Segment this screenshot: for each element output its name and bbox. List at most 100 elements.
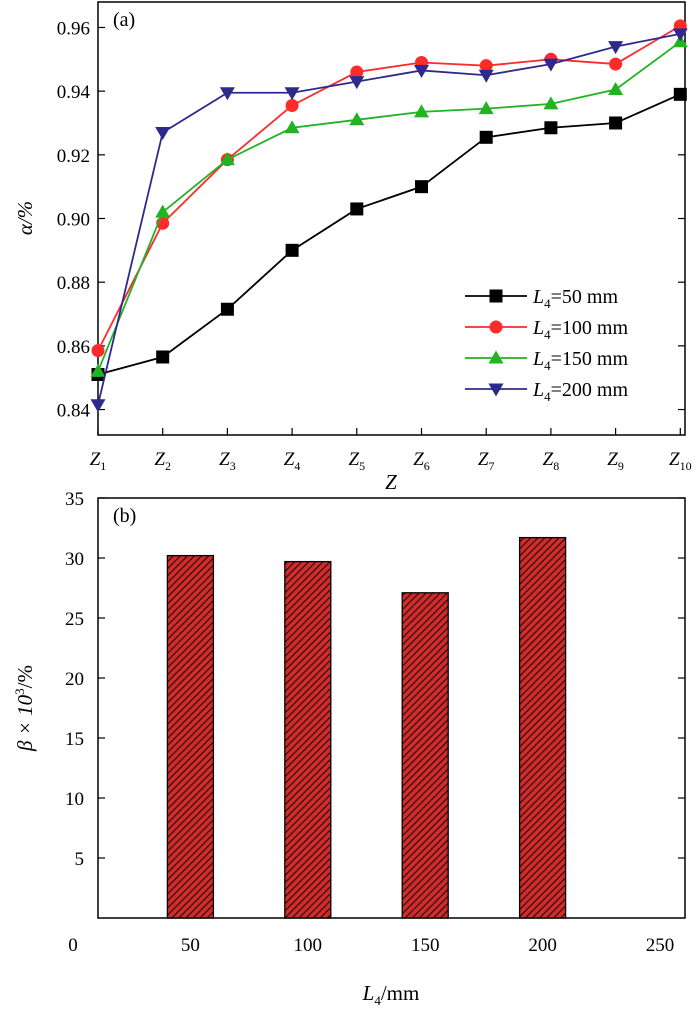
chart-b-bar (166, 554, 215, 919)
chart-a-series-3 (90, 28, 688, 413)
chart-a-x-tick-label: Z9 (607, 449, 624, 473)
chart-a-legend-label: L4=150 mm (532, 348, 628, 373)
chart-a-point (284, 120, 300, 134)
chart-a-x-tick-label: Z1 (90, 449, 107, 473)
chart-a-y-tick-label: 0.88 (57, 273, 90, 294)
chart-a-legend-marker (488, 383, 504, 397)
chart-b-y-tick-label: 35 (65, 489, 84, 510)
chart-a-panel-label: (a) (113, 9, 135, 31)
chart-a-point (478, 101, 494, 115)
chart-a-point (479, 59, 493, 73)
chart-a-legend-marker (489, 320, 503, 334)
chart-a-legend: L4=50 mm L4=100 mm L4=150 mm L4=200 mm (465, 286, 628, 404)
chart-a-point (478, 69, 494, 83)
chart-b-bars (166, 536, 567, 919)
chart-a-legend-entry: L4=50 mm (465, 286, 618, 311)
chart-a-point (285, 243, 299, 257)
chart-a-y-axis-label: α/% (13, 201, 37, 235)
chart-a-point (609, 57, 623, 71)
chart-a-legend-label: L4=50 mm (532, 286, 618, 311)
chart-b-bar (518, 536, 567, 919)
chart-a-point (349, 76, 365, 90)
chart-a-point (220, 302, 234, 316)
chart-a-point (544, 121, 558, 135)
chart-a-point (350, 65, 364, 79)
chart-a-point (415, 180, 428, 194)
chart-a-x-tick-label: Z6 (413, 449, 430, 473)
chart-a-point (91, 344, 105, 358)
chart-a-legend-entry: L4=200 mm (465, 379, 628, 404)
chart-a-point (90, 399, 106, 413)
chart-a-x-tick-label: Z5 (349, 449, 366, 473)
chart-a-point (479, 130, 493, 144)
chart-a-point (219, 152, 235, 166)
chart-b-y-tick-label: 5 (75, 849, 85, 870)
chart-a-x-tick-label: Z8 (543, 449, 560, 473)
chart-a: (a) 0.840.860.880.900.920.940.96 Z1 Z2 Z3 Z… (13, 1, 692, 494)
chart-a-point (414, 104, 429, 118)
chart-a-legend-marker (488, 350, 504, 364)
chart-a-point (219, 87, 235, 101)
chart-a-series-line (97, 41, 681, 372)
chart-a-legend-entry: L4=100 mm (465, 317, 628, 342)
chart-a-x-tick-label: Z4 (284, 449, 301, 473)
chart-b-x-tick-label: 0 (68, 935, 78, 956)
chart-a-point (608, 41, 624, 55)
chart-b-x-tick-label: 50 (181, 935, 200, 956)
chart-a-x-axis-label: Z (385, 470, 397, 494)
chart-a-y-tick-label: 0.90 (57, 210, 90, 231)
chart-a-x-tick-label: Z3 (219, 449, 236, 473)
chart-a-point (284, 87, 300, 101)
chart-a-x-tick-label: Z10 (669, 449, 692, 473)
chart-b-y-tick-label: 25 (65, 609, 84, 630)
chart-a-point (672, 28, 688, 42)
chart-a-point (285, 98, 299, 112)
chart-a-point (543, 58, 559, 72)
chart-b-frame (97, 497, 686, 919)
chart-b-x-tick-label: 100 (294, 935, 323, 956)
chart-a-y-tick-label: 0.84 (57, 401, 91, 422)
chart-a-series-2 (90, 34, 688, 377)
chart-a-y-tick-label: 0.94 (57, 82, 91, 103)
chart-b-x-tick-label: 200 (528, 935, 557, 956)
chart-a-legend-entry: L4=150 mm (465, 348, 628, 373)
chart-a-series-line (97, 25, 681, 352)
chart-a-legend-label: L4=100 mm (532, 317, 628, 342)
chart-b-y-axis-label: β × 103/% (12, 665, 37, 752)
chart-a-legend-marker (489, 289, 503, 303)
chart-a-point (608, 82, 624, 96)
chart-a-y-tick-label: 0.92 (57, 146, 90, 167)
chart-a-x-axis: Z1 Z2 Z3 Z4 Z5 Z6 Z7 Z8 Z9 Z10 (90, 428, 692, 473)
chart-a-point (673, 87, 687, 101)
chart-a-y-axis: 0.84 0.86 0.88 0.90 0.92 0.94 0.96 (57, 18, 685, 422)
chart-b-y-tick-label: 10 (65, 789, 84, 810)
chart-b-x-axis: 0 50 100 150 200 250 (68, 935, 674, 956)
chart-b-y-tick-label: 15 (65, 729, 84, 750)
chart-a-x-tick-label: Z7 (478, 449, 495, 473)
chart-b-x-tick-label: 150 (411, 935, 440, 956)
chart-a-series (90, 19, 688, 413)
chart-b-bar (401, 592, 449, 919)
chart-b-y-axis: 5 10 15 20 25 30 35 (65, 489, 685, 870)
chart-a-point (90, 363, 106, 377)
chart-a-point (543, 96, 559, 110)
chart-a-point (414, 64, 429, 78)
chart-a-point (349, 112, 365, 126)
chart-a-point (609, 116, 623, 130)
chart-a-point (156, 350, 170, 364)
chart-a-point (350, 202, 364, 216)
chart-a-series-line (97, 93, 681, 376)
chart-b-x-tick-label: 250 (646, 935, 675, 956)
chart-b-panel-label: (b) (113, 505, 136, 527)
chart-b-y-tick-label: 30 (65, 549, 84, 570)
chart-b-bar (284, 560, 332, 919)
chart-a-point (155, 204, 171, 218)
chart-a-legend-label: L4=200 mm (532, 379, 628, 404)
chart-b-x-axis-label: L4/mm (362, 981, 420, 1008)
chart-a-point (155, 127, 171, 141)
chart-a-x-tick-label: Z2 (154, 449, 171, 473)
chart-a-y-tick-label: 0.86 (57, 337, 90, 358)
chart-a-series-line (97, 32, 681, 405)
